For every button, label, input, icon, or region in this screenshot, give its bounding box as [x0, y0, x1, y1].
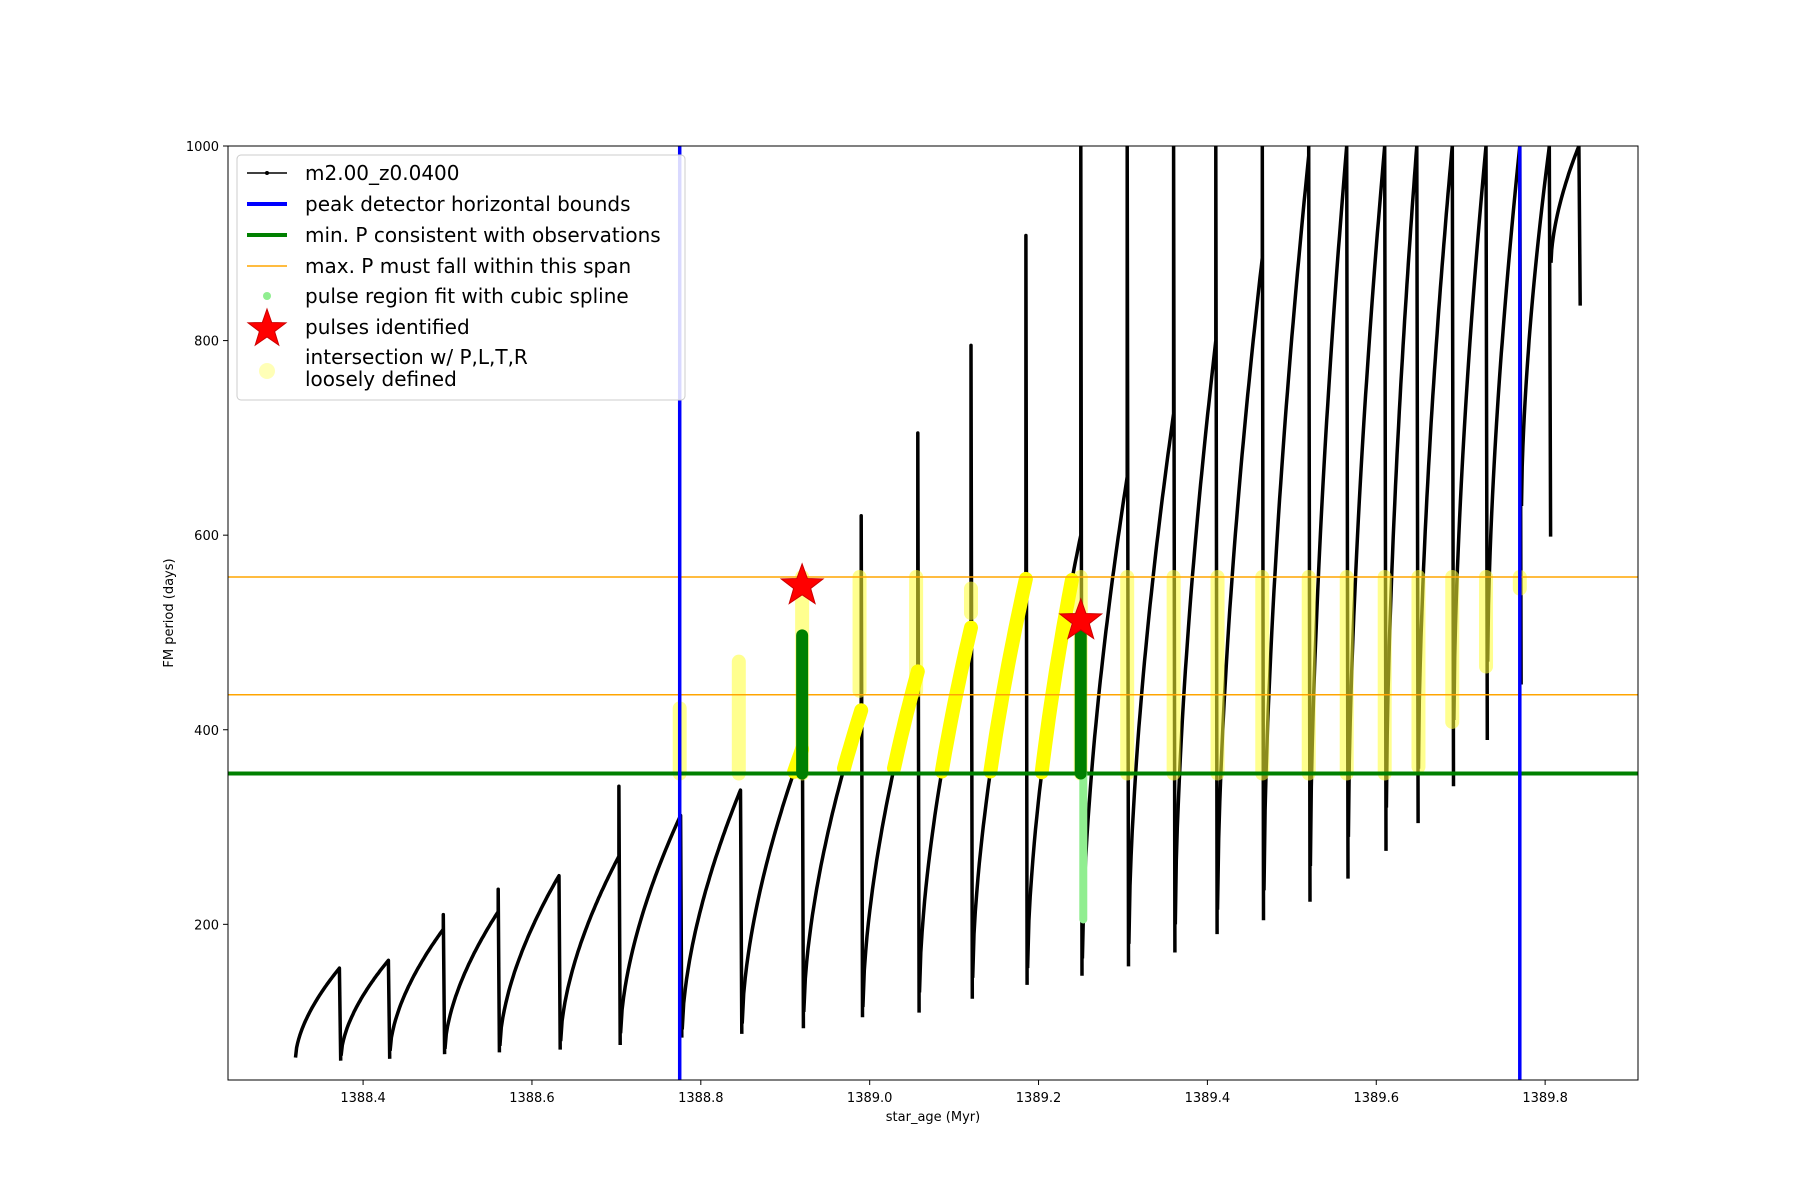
track-pulse — [1215, 146, 1266, 921]
intersection-branch — [934, 620, 978, 779]
x-tick-label: 1388.8 — [678, 1091, 724, 1106]
x-tick-label: 1389.2 — [1016, 1091, 1062, 1106]
track-pulse — [1416, 146, 1456, 787]
track-pulse — [740, 640, 806, 1029]
track-pulse — [293, 966, 343, 1061]
legend-swatch-dot — [265, 171, 269, 175]
track-pulse — [1452, 146, 1490, 741]
x-tick-label: 1388.4 — [340, 1091, 386, 1106]
track-pulse — [1127, 146, 1177, 953]
y-tick-label: 800 — [194, 335, 219, 350]
legend-label: loosely defined — [305, 367, 457, 391]
axes: 1388.4 1388.6 1388.8 1389.0 1389.2 1389.4 1389… — [186, 140, 1568, 1106]
track-pulse — [1346, 146, 1388, 851]
track-pulse — [339, 958, 392, 1059]
legend-label: min. P consistent with observations — [305, 223, 661, 247]
legend-swatch — [259, 363, 275, 379]
track-pulse — [618, 813, 684, 1038]
y-tick-label: 200 — [194, 918, 219, 933]
track-pulse — [680, 788, 744, 1034]
x-tick-label: 1389.6 — [1354, 1091, 1400, 1106]
track-pulse — [1262, 146, 1312, 902]
x-tick-label: 1389.0 — [847, 1091, 893, 1106]
track-pulse — [1308, 146, 1350, 879]
y-tick-label: 1000 — [186, 140, 219, 155]
y-tick-label: 600 — [194, 529, 219, 544]
y-axis-label: FM period (days) — [162, 558, 177, 667]
x-axis-label: star_age (Myr) — [886, 1110, 980, 1125]
legend-label: m2.00_z0.0400 — [305, 161, 460, 185]
track-pulse — [498, 873, 562, 1050]
intersection-branch — [837, 703, 869, 776]
legend-label: pulses identified — [305, 315, 470, 339]
intersection-branch — [887, 664, 925, 776]
x-tick-label: 1388.6 — [509, 1091, 555, 1106]
plot-area — [228, 146, 1638, 1080]
track-pulse — [1080, 146, 1131, 967]
legend-box — [236, 154, 686, 401]
track-pulse — [1485, 146, 1523, 685]
pulse-star — [1058, 597, 1104, 640]
legend-swatch — [263, 292, 271, 300]
legend-label: intersection w/ P,L,T,R — [305, 345, 528, 369]
track-pulse — [1519, 146, 1553, 537]
legend-label: max. P must fall within this span — [305, 254, 631, 278]
legend-swatch — [246, 307, 288, 347]
track-pulse — [443, 887, 502, 1053]
intersection-branch — [1034, 573, 1079, 780]
legend-label: peak detector horizontal bounds — [305, 192, 631, 216]
track-pulse — [558, 784, 622, 1046]
track-pulse — [388, 912, 447, 1055]
x-tick-label: 1389.4 — [1185, 1091, 1231, 1106]
pulse-star — [779, 562, 825, 605]
legend-label: pulse region fit with cubic spline — [305, 284, 629, 308]
plot-frame — [227, 145, 1639, 1081]
track-pulse — [1549, 146, 1582, 306]
x-tick-label: 1389.8 — [1522, 1091, 1568, 1106]
y-tick-label: 400 — [194, 724, 219, 739]
track-pulse — [1173, 146, 1219, 935]
track-pulse — [1025, 146, 1084, 976]
intersection-branch — [983, 571, 1033, 779]
